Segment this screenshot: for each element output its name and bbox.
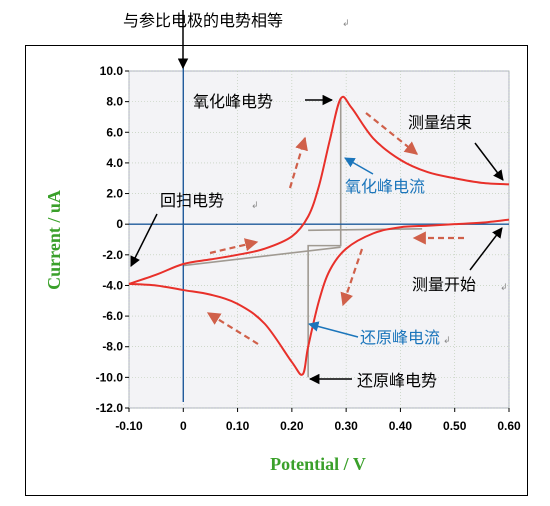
x-tick-label: 0.10 — [226, 419, 250, 433]
annotation-arrows — [130, 10, 504, 385]
paragraph-mark: ↲ — [342, 19, 350, 29]
paragraph-mark: ↲ — [443, 336, 451, 346]
y-tick-label: 8.0 — [106, 95, 123, 109]
paragraph-mark: ↲ — [500, 283, 508, 293]
y-tick-label: -12.0 — [96, 401, 124, 415]
reference-line — [308, 227, 423, 232]
x-tick-label: 0.40 — [389, 419, 413, 433]
arrow-oxidation-peak-current — [344, 157, 374, 175]
annotation-reduction-peak-potential: 还原峰电势 — [357, 371, 437, 390]
annotation-oxidation-peak-potential: 氧化峰电势 — [193, 92, 273, 111]
series-line-1 — [128, 95, 510, 285]
y-tick-label: 6.0 — [106, 125, 123, 139]
x-axis-ticks: -0.10 0 0.10 0.20 0.30 0.40 0.50 0.60 — [115, 408, 521, 433]
scan-direction-arrows — [206, 112, 464, 345]
annotation-measurement-end: 测量结束 — [408, 113, 472, 132]
x-axis-label: Potential / V — [270, 454, 366, 474]
y-tick-label: -2.0 — [102, 248, 123, 262]
annotations: 氧化峰电势 测量结束 氧化峰电流 回扫电势 ↲ 测量开始 ↲ 还原峰电流 ↲ 还… — [160, 92, 508, 390]
x-tick-label: 0 — [180, 419, 187, 433]
x-tick-label: 0.30 — [334, 419, 358, 433]
y-axis-label: Current / uA — [44, 190, 64, 290]
peak-reference-lines — [183, 98, 423, 378]
scan-arrow-oxidation-decay — [365, 112, 419, 155]
annotation-measurement-start: 测量开始 — [412, 275, 476, 294]
arrow-reverse-scan-potential — [130, 213, 158, 267]
scan-arrow-oxidation-rise — [288, 136, 308, 189]
annotation-reduction-peak-current: 还原峰电流 — [360, 328, 440, 347]
y-tick-label: 10.0 — [100, 64, 124, 78]
reference-potential-label: 与参比电极的电势相等 — [123, 11, 283, 30]
annotation-oxidation-peak-current: 氧化峰电流 — [345, 177, 425, 196]
paragraph-mark: ↲ — [251, 201, 259, 211]
y-tick-label: 2.0 — [106, 187, 123, 201]
arrow-reduction-peak-current — [307, 321, 359, 338]
y-tick-label: 4.0 — [106, 156, 123, 170]
y-tick-label: -8.0 — [102, 340, 123, 354]
x-tick-label: 0.50 — [443, 419, 467, 433]
y-axis-ticks: 10.0 8.0 6.0 4.0 2.0 0 -2.0 -4.0 -6.0 -8.0 -10.0 -1… — [96, 64, 129, 415]
arrow-measurement-end — [474, 142, 504, 181]
y-tick-label: 0 — [116, 217, 123, 231]
y-tick-label: -4.0 — [102, 278, 123, 292]
annotation-reverse-scan-potential: 回扫电势 — [160, 191, 224, 210]
scan-arrow-forward — [209, 238, 259, 255]
reference-line — [183, 246, 341, 267]
x-tick-label: 0.20 — [280, 419, 304, 433]
y-tick-label: -10.0 — [96, 370, 124, 384]
arrow-measurement-start — [469, 227, 503, 271]
reference-line — [307, 98, 342, 378]
figure-frame — [25, 45, 528, 496]
x-tick-label: -0.10 — [115, 419, 143, 433]
y-tick-label: -6.0 — [102, 309, 123, 323]
x-tick-label: 0.60 — [497, 419, 521, 433]
